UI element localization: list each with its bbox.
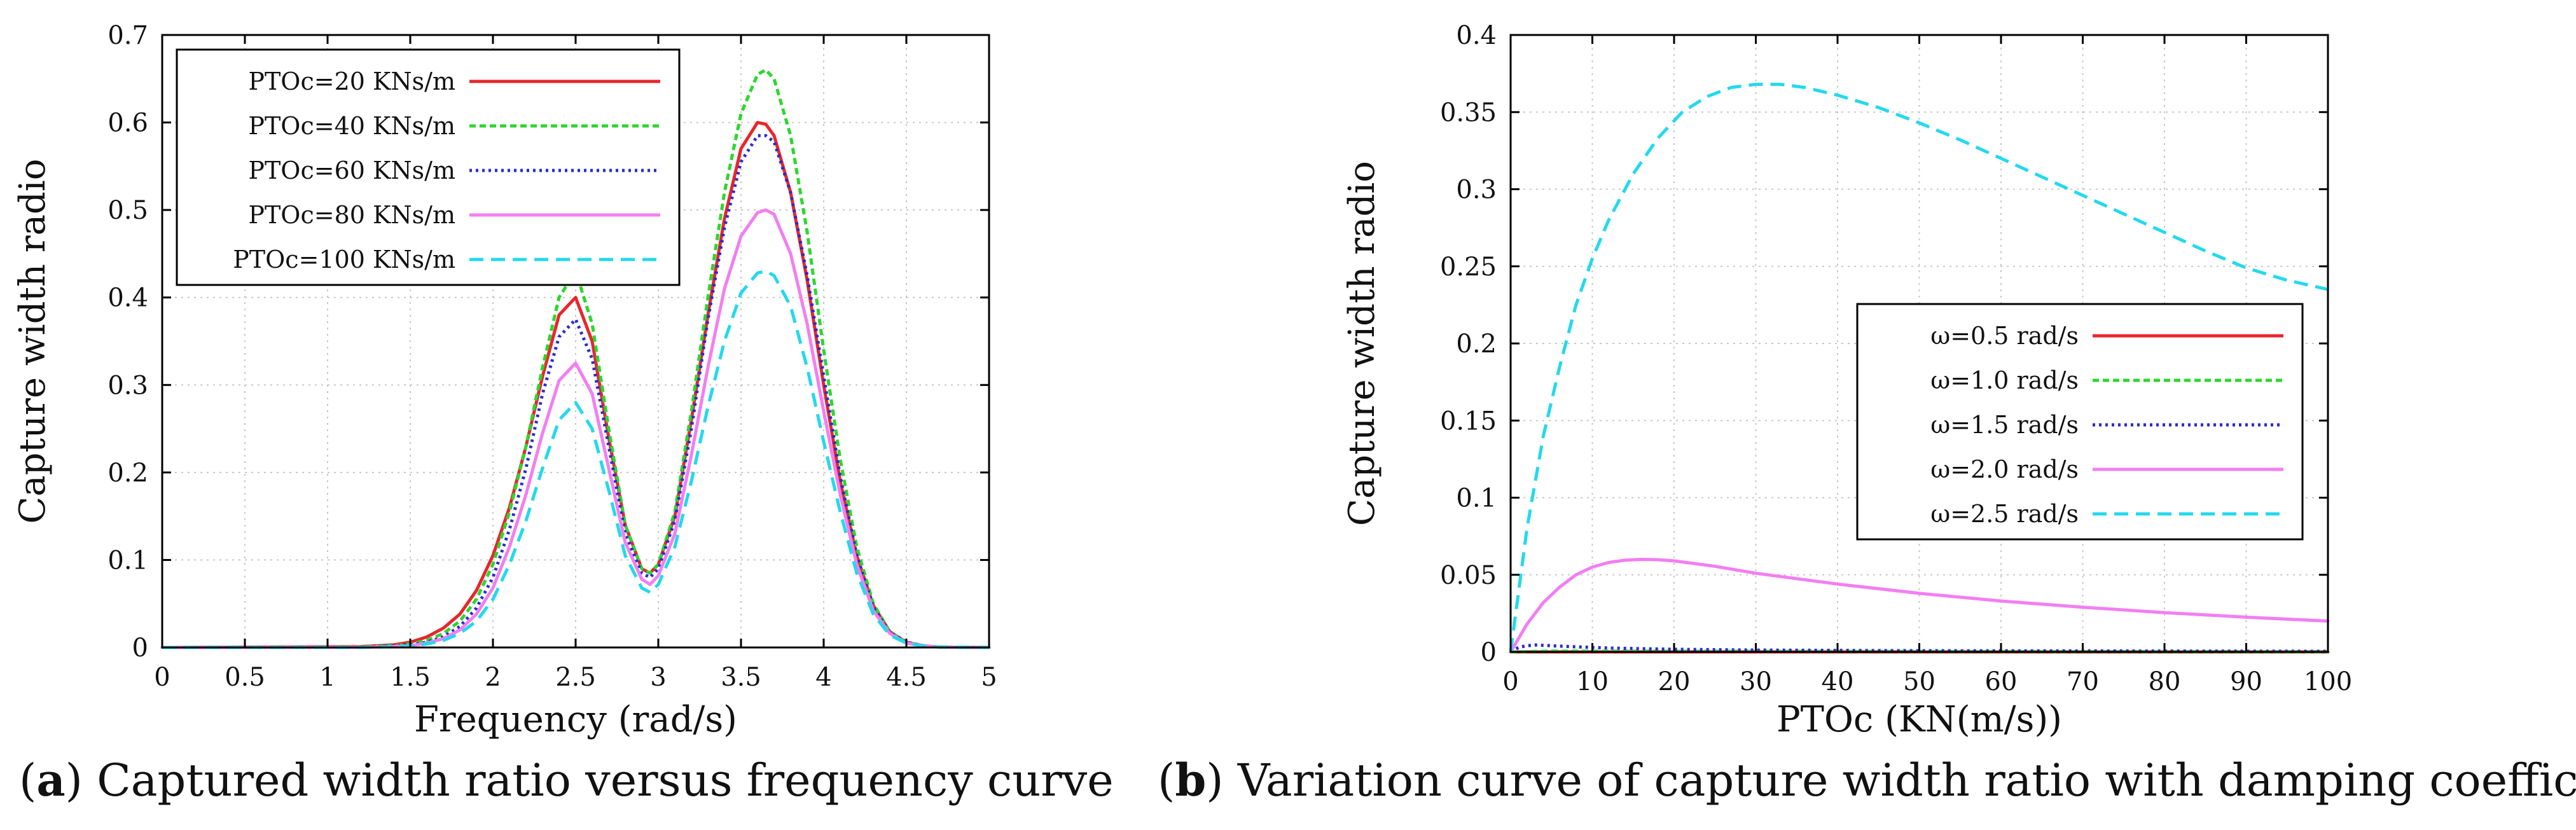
chart-a-series-2 — [162, 134, 990, 649]
chart-b-xlabel: PTOc (KN(m/s)) — [1776, 699, 2062, 740]
chart-a-xtick-label: 5 — [981, 663, 997, 692]
chart-a-ytick-label: 0.4 — [107, 284, 148, 313]
chart-a-xtick-label: 3.5 — [721, 663, 761, 692]
chart-b-ytick-label: 0.35 — [1440, 98, 1497, 127]
caption-b-text: Variation curve of capture width ratio w… — [1223, 754, 2576, 806]
chart-b-xtick-label: 40 — [1822, 667, 1854, 696]
chart-b-xtick-label: 30 — [1740, 667, 1772, 696]
chart-b-ytick-label: 0 — [1481, 638, 1497, 667]
chart-a-xtick-label: 3 — [650, 663, 666, 692]
chart-a-ytick-label: 0.7 — [107, 21, 148, 50]
chart-b-xtick-label: 100 — [2304, 667, 2352, 696]
chart-a-ytick-label: 0.5 — [107, 196, 148, 225]
chart-a-xtick-label: 4.5 — [886, 663, 927, 692]
chart-b-series-2 — [1509, 643, 2329, 654]
chart-b-xtick-label: 0 — [1502, 667, 1518, 696]
chart-b-ytick-label: 0.25 — [1440, 252, 1497, 282]
chart-b-ytick-label: 0.3 — [1456, 176, 1497, 205]
chart-a-ytick-label: 0.6 — [107, 109, 148, 138]
chart-a-xtick-label: 4 — [815, 663, 831, 692]
chart-a-legend-label: PTOc=60 KNs/m — [248, 156, 455, 184]
chart-b-series-4 — [1509, 83, 2329, 653]
chart-b-damping: 0 10 20 30 40 50 60 70 80 90 100 0 0.05 0.1 0.15 0.2 0.2… — [1341, 21, 2352, 740]
chart-a-xtick-label: 1 — [319, 663, 335, 692]
caption-b-letter: b — [1175, 754, 1207, 806]
chart-b-ytick-label: 0.15 — [1440, 406, 1497, 436]
chart-a-ytick-label: 0.2 — [107, 459, 148, 488]
chart-b-ylabel: Capture width radio — [1341, 161, 1383, 526]
chart-b-series-3 — [1509, 558, 2330, 654]
caption-a: (a) Captured width ratio versus frequenc… — [19, 754, 1114, 806]
caption-b-open: ( — [1158, 754, 1175, 806]
caption-b-close: ) — [1206, 754, 1224, 806]
chart-a-ytick-label: 0.3 — [107, 371, 148, 400]
chart-b-legend-label: ω=2.5 rad/s — [1930, 500, 2079, 528]
caption-a-text: Captured width ratio versus frequency cu… — [82, 754, 1114, 806]
chart-b-ytick-label: 0.05 — [1440, 561, 1497, 590]
chart-a-ylabel: Capture width radio — [12, 158, 53, 523]
chart-b-xtick-label: 50 — [1903, 667, 1935, 696]
chart-b-ytick-label: 0.4 — [1456, 21, 1497, 50]
chart-a-xtick-label: 2 — [485, 663, 501, 692]
chart-b-xtick-label: 60 — [1985, 667, 2018, 696]
chart-a-xlabel: Frequency (rad/s) — [414, 699, 737, 740]
chart-b-xtick-label: 20 — [1658, 667, 1691, 696]
chart-a-xtick-label: 1.5 — [390, 663, 431, 692]
chart-b-xtick-label: 70 — [2067, 667, 2099, 696]
chart-a-ytick-label: 0 — [132, 633, 148, 663]
chart-a-legend-label: PTOc=40 KNs/m — [248, 112, 455, 140]
chart-b-xtick-label: 10 — [1576, 667, 1609, 696]
chart-a-legend-label: PTOc=100 KNs/m — [233, 246, 455, 273]
chart-b-xtick-label: 80 — [2149, 667, 2181, 696]
chart-a-xtick-label: 2.5 — [555, 663, 596, 692]
chart-a-series-4 — [162, 269, 990, 649]
chart-b-legend-label: ω=1.0 rad/s — [1930, 366, 2079, 394]
chart-b-xtick-label: 90 — [2230, 667, 2262, 696]
chart-a-legend — [176, 48, 681, 286]
chart-b-legend-label: ω=2.0 rad/s — [1930, 455, 2079, 483]
caption-a-open: ( — [19, 754, 37, 806]
caption-a-close: ) — [65, 754, 83, 806]
caption-a-letter: a — [36, 754, 66, 806]
chart-a-legend-label: PTOc=80 KNs/m — [248, 201, 455, 229]
chart-a-series-3 — [160, 208, 991, 649]
chart-b-ytick-label: 0.2 — [1456, 329, 1497, 359]
chart-a-ytick-label: 0.1 — [107, 546, 148, 575]
chart-b-legend — [1856, 303, 2304, 541]
chart-a-legend-label: PTOc=20 KNs/m — [248, 67, 455, 95]
chart-b-ytick-label: 0.1 — [1456, 484, 1497, 513]
chart-a-xtick-label: 0 — [154, 663, 170, 692]
chart-b-legend-label: ω=0.5 rad/s — [1930, 322, 2079, 350]
chart-a-frequency: 0 0.5 1 1.5 2 2.5 3 3.5 4 4.5 5 0 0.1 0.2 0.3 0.4 0.5 0.6… — [12, 21, 997, 740]
chart-b-legend-label: ω=1.5 rad/s — [1930, 411, 2079, 439]
chart-a-xtick-label: 0.5 — [225, 663, 265, 692]
caption-b: (b) Variation curve of capture width rat… — [1158, 754, 2576, 806]
